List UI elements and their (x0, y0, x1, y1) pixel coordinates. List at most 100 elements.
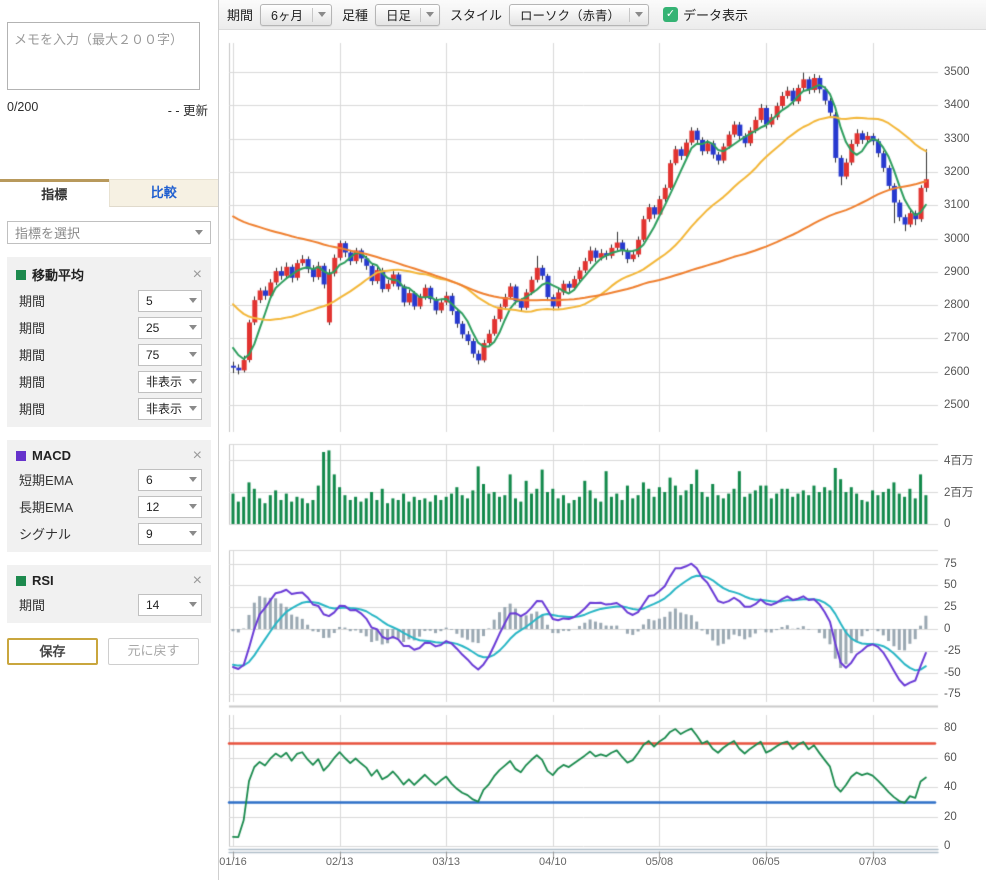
memo-update-label: - - 更新 (168, 100, 208, 119)
x-axis-label: 01/16 (219, 856, 247, 868)
period-label: 期間 (227, 5, 253, 24)
chevron-down-icon (189, 477, 197, 482)
close-icon[interactable]: × (193, 268, 202, 282)
divider (629, 8, 630, 22)
price-axis-label: 2700 (944, 332, 970, 344)
macd-row-2: 長期EMA 12 (16, 493, 202, 520)
price-axis-label: 3200 (944, 166, 970, 178)
rsi-axis-label: 80 (944, 722, 957, 734)
x-axis-label: 05/08 (646, 856, 674, 868)
row-label: 期間 (19, 345, 45, 364)
macd-short-ema-select[interactable]: 6 (138, 469, 202, 491)
bar-type-label: 足種 (342, 5, 368, 24)
card-macd: MACD × 短期EMA 6 長期EMA 12 シグナル 9 (7, 440, 211, 552)
macd-axis-label: 50 (944, 579, 957, 591)
close-icon[interactable]: × (193, 574, 202, 588)
bar-type-dropdown[interactable]: 日足 (375, 4, 440, 26)
style-value: ローソク（赤青） (520, 5, 620, 24)
ma-period-3-select[interactable]: 75 (138, 344, 202, 366)
macd-row-3: シグナル 9 (16, 520, 202, 547)
period-value: 6ヶ月 (271, 5, 303, 24)
macd-axis-label: -25 (944, 645, 961, 657)
data-display-checkbox[interactable]: ✓ (663, 7, 678, 22)
price-axis-label: 2900 (944, 266, 970, 278)
ma-period-2-select[interactable]: 25 (138, 317, 202, 339)
macd-color-swatch (16, 451, 26, 461)
data-display-label: データ表示 (683, 5, 748, 24)
macd-axis-label: -50 (944, 667, 961, 679)
indicator-select[interactable]: 指標を選択 (7, 221, 211, 244)
chart-region: 3500340033003200310030002900280027002600… (219, 30, 985, 880)
row-label: 期間 (19, 291, 45, 310)
price-axis-label: 3500 (944, 66, 970, 78)
ma-row-5: 期間 非表示 (16, 395, 202, 422)
ma-row-4: 期間 非表示 (16, 368, 202, 395)
rsi-axis-label: 0 (944, 840, 950, 852)
select-value: 9 (146, 527, 153, 541)
chevron-down-icon (189, 602, 197, 607)
x-axis-label: 04/10 (539, 856, 567, 868)
macd-axis-label: -75 (944, 688, 961, 700)
chart-toolbar: 期間 6ヶ月 足種 日足 スタイル ローソク（赤青） ✓ データ表示 (219, 0, 986, 30)
ma-color-swatch (16, 270, 26, 280)
price-axis-label: 3400 (944, 99, 970, 111)
chart-main: 期間 6ヶ月 足種 日足 スタイル ローソク（赤青） ✓ データ表示 (219, 0, 986, 880)
card-title: 移動平均 (32, 265, 193, 284)
macd-long-ema-select[interactable]: 12 (138, 496, 202, 518)
indicator-select-placeholder: 指標を選択 (15, 223, 80, 242)
rsi-axis-label: 20 (944, 811, 957, 823)
ma-period-5-select[interactable]: 非表示 (138, 398, 202, 420)
stock-chart-canvas[interactable] (219, 30, 985, 880)
x-axis-label: 03/13 (432, 856, 460, 868)
row-label: 期間 (19, 595, 45, 614)
select-value: 75 (146, 348, 159, 362)
rsi-period-select[interactable]: 14 (138, 594, 202, 616)
save-button[interactable]: 保存 (7, 638, 98, 665)
price-axis-label: 2500 (944, 399, 970, 411)
tab-indicators[interactable]: 指標 (0, 179, 109, 207)
row-label: 期間 (19, 318, 45, 337)
card-title: RSI (32, 573, 193, 588)
volume-axis-label: 2百万 (944, 484, 973, 500)
chevron-down-icon (195, 230, 203, 235)
chevron-down-icon (189, 325, 197, 330)
price-axis-label: 3000 (944, 233, 970, 245)
divider (420, 8, 421, 22)
row-label: 期間 (19, 399, 45, 418)
sidebar: 0/200 - - 更新 指標 比較 指標を選択 移動平均 × 期間 5 (0, 0, 219, 880)
select-value: 12 (146, 500, 159, 514)
tab-compare[interactable]: 比較 (109, 179, 219, 207)
period-dropdown[interactable]: 6ヶ月 (260, 4, 332, 26)
chevron-down-icon (426, 12, 434, 17)
ma-row-3: 期間 75 (16, 341, 202, 368)
card-rsi: RSI × 期間 14 (7, 565, 211, 623)
rsi-axis-label: 60 (944, 752, 957, 764)
rsi-row-1: 期間 14 (16, 591, 202, 618)
volume-axis-label: 4百万 (944, 452, 973, 468)
x-axis-label: 06/05 (752, 856, 780, 868)
row-label: シグナル (19, 524, 71, 543)
stock-chart-app: 0/200 - - 更新 指標 比較 指標を選択 移動平均 × 期間 5 (0, 0, 986, 880)
chevron-down-icon (189, 406, 197, 411)
ma-row-2: 期間 25 (16, 314, 202, 341)
price-axis-label: 2600 (944, 366, 970, 378)
memo-input[interactable] (7, 22, 200, 90)
close-icon[interactable]: × (193, 449, 202, 463)
chevron-down-icon (189, 379, 197, 384)
row-label: 短期EMA (19, 470, 73, 489)
x-axis-label: 07/03 (859, 856, 887, 868)
price-axis-label: 3300 (944, 133, 970, 145)
macd-signal-select[interactable]: 9 (138, 523, 202, 545)
memo-char-count: 0/200 (7, 100, 38, 119)
select-value: 5 (146, 294, 153, 308)
macd-row-1: 短期EMA 6 (16, 466, 202, 493)
ma-period-4-select[interactable]: 非表示 (138, 371, 202, 393)
rsi-color-swatch (16, 576, 26, 586)
ma-period-1-select[interactable]: 5 (138, 290, 202, 312)
style-dropdown[interactable]: ローソク（赤青） (509, 4, 649, 26)
sidebar-tabs: 指標 比較 (0, 179, 218, 207)
reset-button[interactable]: 元に戻す (108, 638, 199, 665)
chevron-down-icon (189, 352, 197, 357)
chevron-down-icon (189, 504, 197, 509)
select-value: 14 (146, 598, 159, 612)
